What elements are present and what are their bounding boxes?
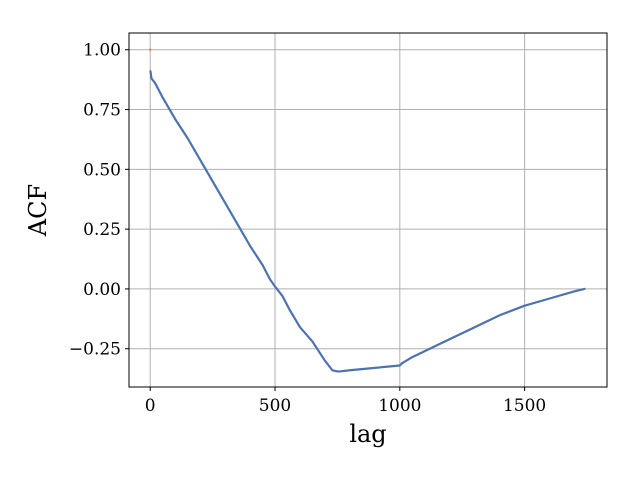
grid [129, 33, 607, 387]
axis-ticks: 0 500 1000 1500 −0.25 0.00 0.25 0.50 0.75 1.00 [69, 41, 546, 416]
y-tick-label: 0.50 [83, 160, 121, 180]
y-tick-label: 0.00 [83, 280, 121, 300]
x-tick-label: 1000 [378, 396, 421, 416]
y-axis-label: ACF [24, 184, 52, 237]
y-tick-label: 1.00 [83, 41, 121, 61]
acf-series-line [149, 70, 586, 373]
x-tick-label: 0 [145, 396, 156, 416]
plot-frame [128, 32, 608, 388]
y-tick-label: −0.25 [69, 340, 121, 360]
lag-zero-point [149, 48, 152, 51]
x-tick-label: 1500 [503, 396, 546, 416]
x-axis-label: lag [349, 420, 386, 448]
y-tick-label: 0.25 [83, 220, 121, 240]
y-tick-label: 0.75 [83, 101, 121, 121]
x-tick-label: 500 [259, 396, 291, 416]
plot-area [149, 48, 586, 373]
